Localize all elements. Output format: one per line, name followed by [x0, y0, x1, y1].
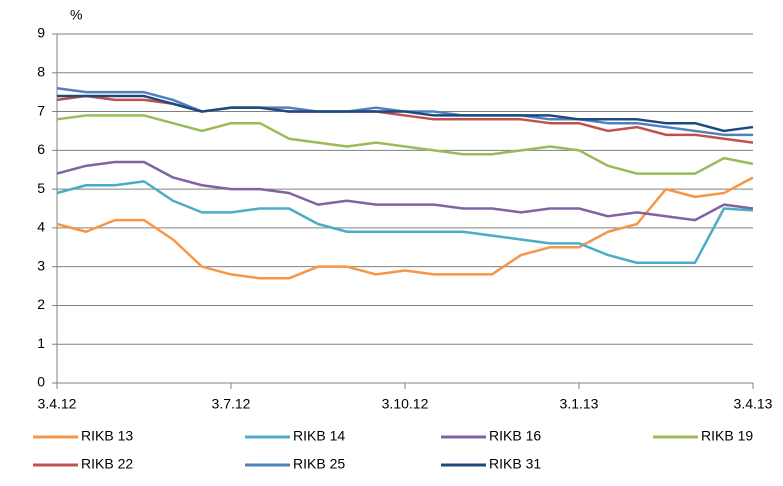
legend-label: RIKB 22: [81, 456, 133, 472]
legend-label: RIKB 13: [81, 428, 133, 444]
series-line: [56, 180, 754, 265]
y-tick-label: 9: [37, 25, 45, 41]
legend-label: RIKB 19: [701, 428, 753, 444]
x-tick-label: 3.10.12: [382, 396, 429, 412]
x-tick-label: 3.4.13: [734, 396, 773, 412]
y-tick-label: 1: [37, 335, 45, 351]
legend-label: RIKB 25: [293, 456, 345, 472]
y-tick-label: 2: [37, 296, 45, 312]
legend-label: RIKB 31: [489, 456, 541, 472]
x-tick-label: 3.7.12: [212, 396, 251, 412]
x-tick-label: 3.4.12: [38, 396, 77, 412]
y-tick-label: 8: [37, 63, 45, 79]
legend-label: RIKB 14: [293, 428, 345, 444]
x-tick-label: 3.1.13: [560, 396, 599, 412]
y-tick-label: 5: [37, 180, 45, 196]
y-tick-label: 3: [37, 257, 45, 273]
y-tick-label: 4: [37, 219, 45, 235]
y-tick-label: 6: [37, 141, 45, 157]
y-tick-label: 7: [37, 102, 45, 118]
y-axis-label: %: [70, 7, 82, 23]
series-line: [56, 160, 754, 222]
legend-label: RIKB 16: [489, 428, 541, 444]
series-line: [56, 176, 754, 280]
y-tick-label: 0: [37, 374, 45, 390]
series-line: [56, 114, 754, 175]
series-line: [57, 94, 754, 133]
